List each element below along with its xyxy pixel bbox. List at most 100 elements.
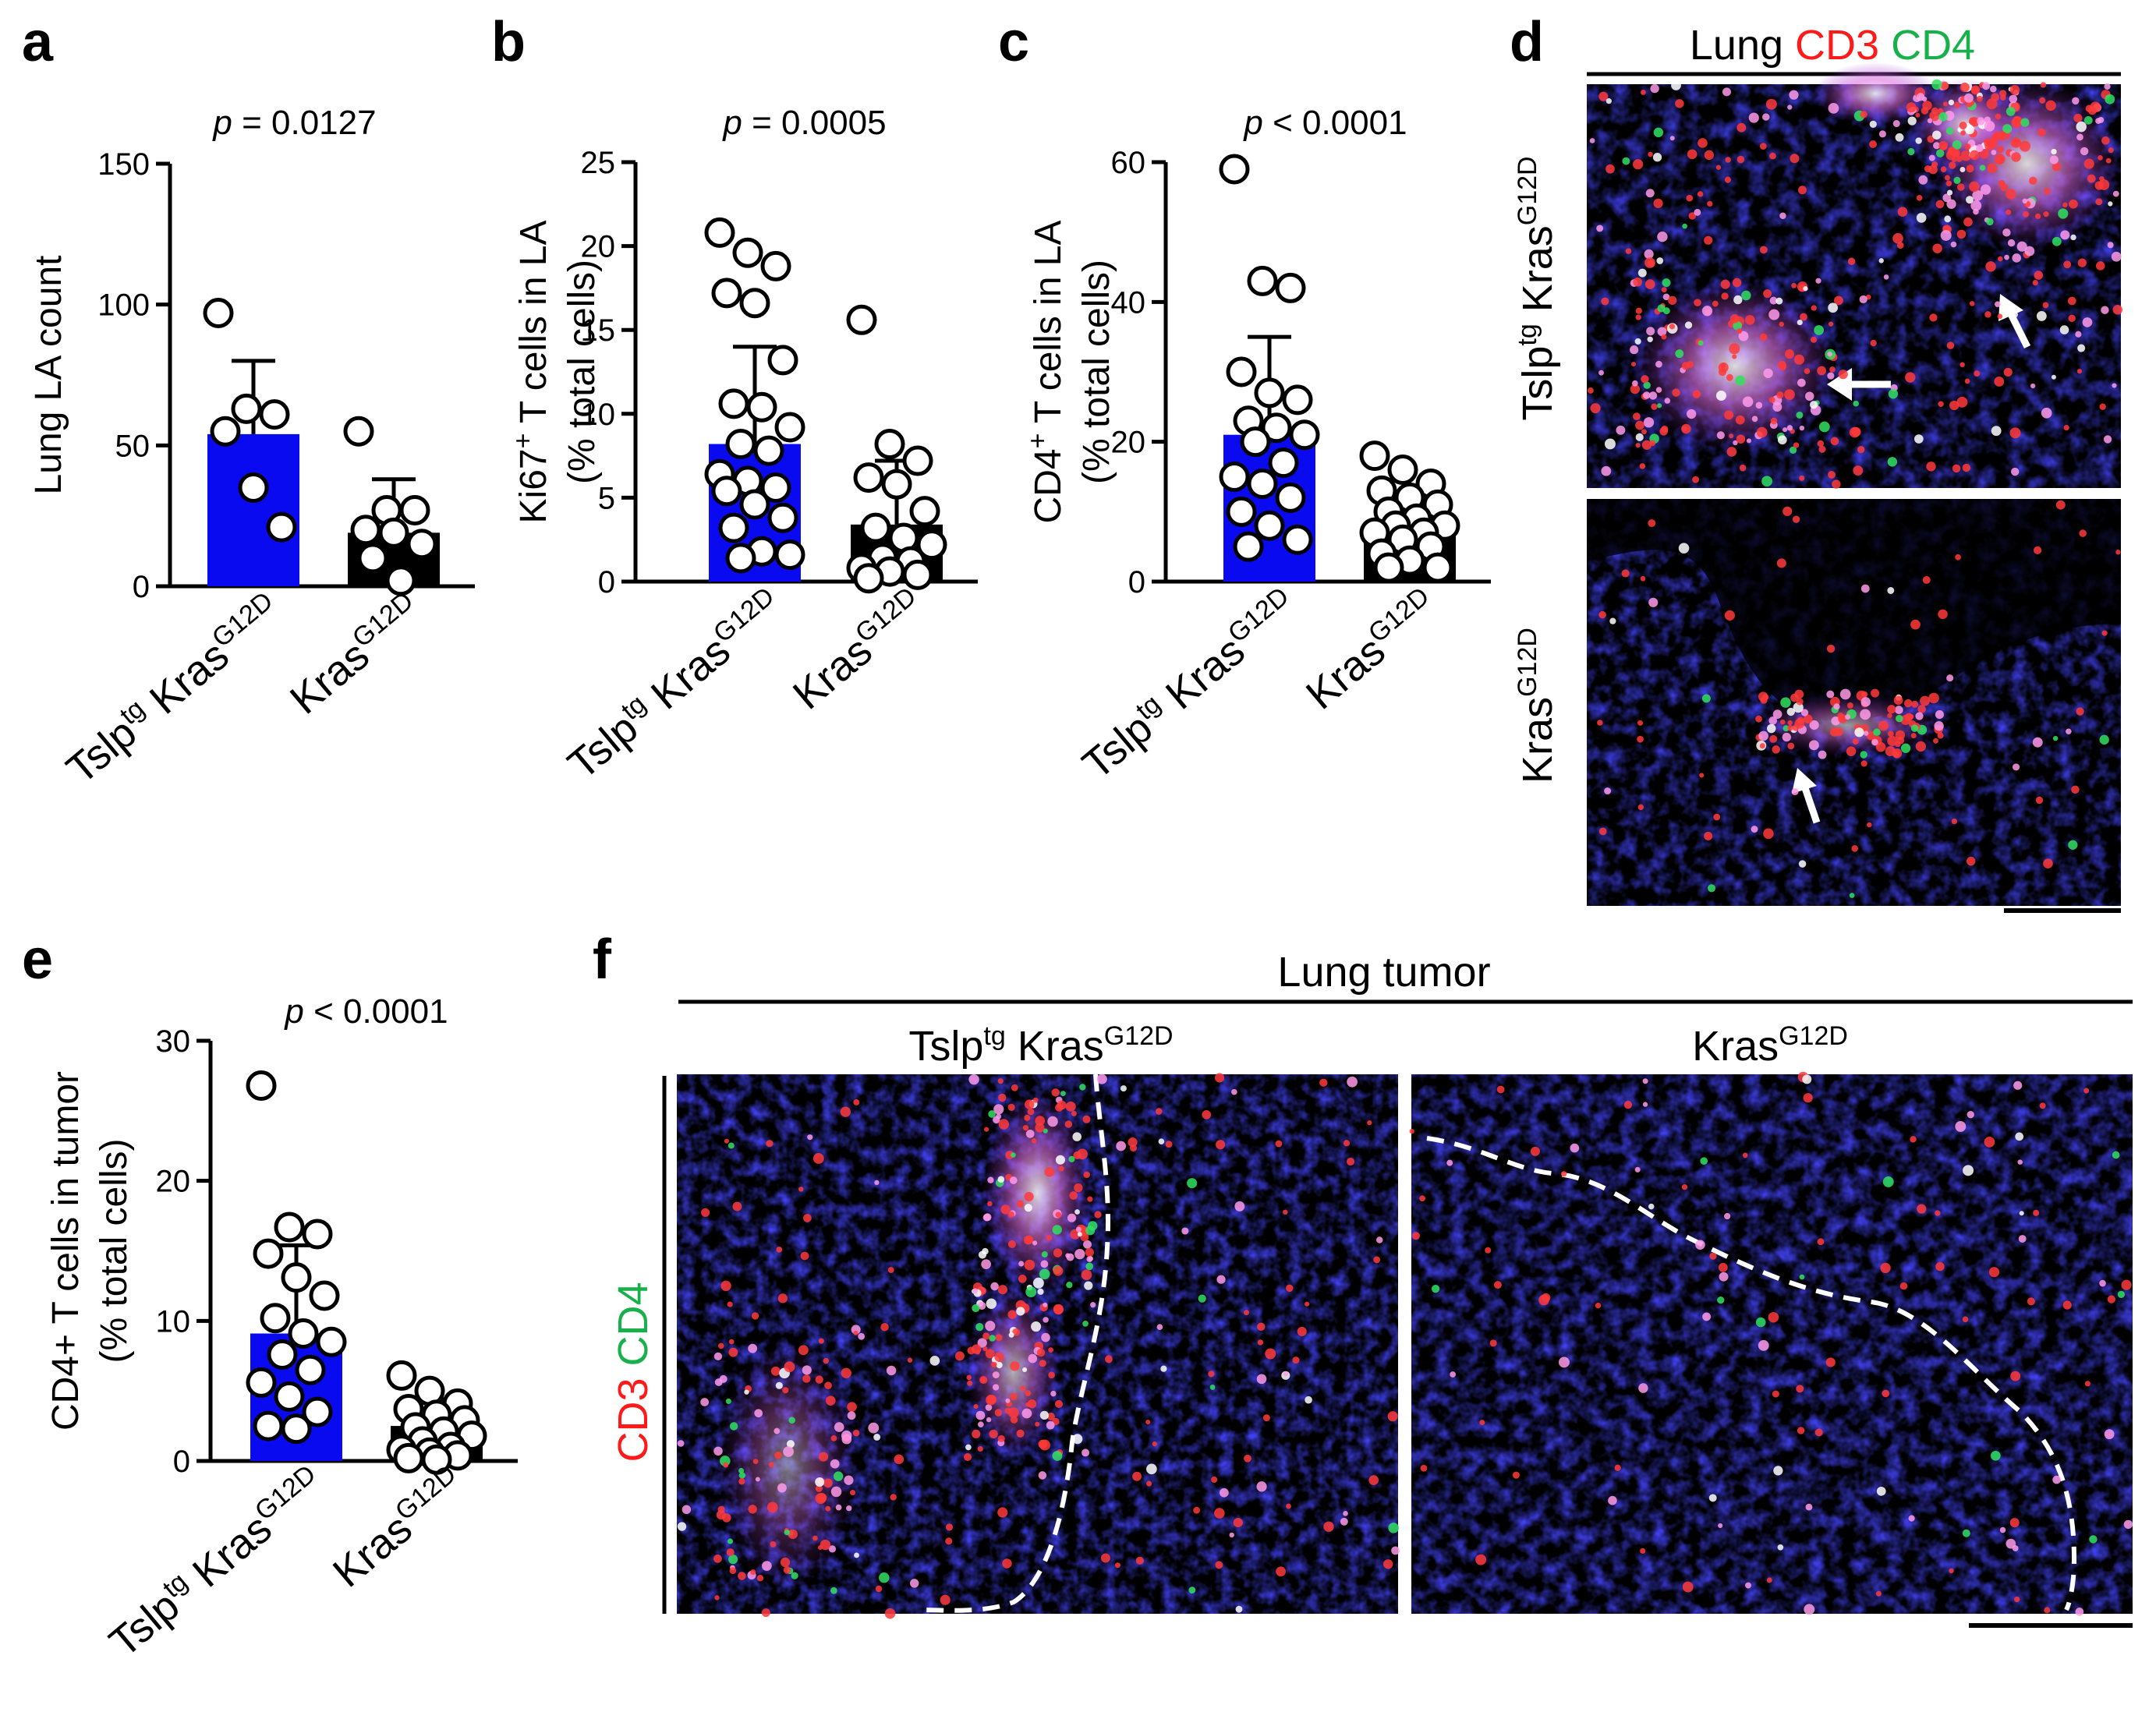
data-point xyxy=(274,1381,305,1412)
category-label: Tslptg KrasG12D xyxy=(100,1459,334,1667)
data-point xyxy=(281,1262,312,1293)
y-tick-label: 0 xyxy=(133,570,150,604)
data-point xyxy=(309,1280,340,1311)
data-point xyxy=(725,429,756,460)
data-point xyxy=(385,565,416,596)
data-point xyxy=(259,399,290,430)
y-tick-label: 20 xyxy=(156,1165,191,1199)
data-point xyxy=(1254,377,1285,409)
chart-e-cd4-t-cells-tumor: e 0 10 20 30 CD4+ T cells in tumor (% total ce… xyxy=(22,929,518,1666)
panel-letter: a xyxy=(22,11,54,73)
y-axis-label: CD4+ T cells in LA xyxy=(1023,221,1069,524)
y-tick-label: 10 xyxy=(581,398,616,432)
data-point xyxy=(711,476,742,507)
data-point xyxy=(1282,384,1313,416)
data-point xyxy=(1387,455,1418,486)
data-point xyxy=(266,511,297,543)
p-value-label: p = 0.0005 xyxy=(721,104,886,142)
data-point xyxy=(295,1354,326,1385)
data-point xyxy=(704,217,735,248)
data-point xyxy=(732,237,763,268)
data-point xyxy=(253,1410,284,1441)
data-point xyxy=(1289,419,1320,451)
data-point xyxy=(881,469,912,500)
panel-letter: e xyxy=(22,929,53,991)
y-tick-label: 20 xyxy=(1111,426,1146,460)
y-tick-label: 0 xyxy=(598,565,615,600)
data-point xyxy=(739,489,770,520)
data-point xyxy=(774,539,805,571)
data-point xyxy=(853,462,884,493)
data-point xyxy=(739,288,770,319)
data-point xyxy=(302,1219,333,1250)
data-point xyxy=(393,1442,424,1473)
bar xyxy=(207,433,299,586)
data-point xyxy=(316,1326,347,1357)
data-point xyxy=(902,445,933,476)
y-tick-label: 25 xyxy=(581,146,616,180)
data-point xyxy=(718,388,749,419)
data-point xyxy=(760,472,791,503)
y-tick-label: 50 xyxy=(115,429,150,463)
data-point xyxy=(1219,154,1250,185)
p-value-label: p < 0.0001 xyxy=(283,992,448,1031)
data-point xyxy=(260,1303,291,1334)
data-point xyxy=(357,543,388,574)
chart-b-ki67-t-cells: b 0 5 10 15 20 25 Ki67+ T cells in LA (% total c… xyxy=(491,11,978,788)
data-point xyxy=(274,1211,305,1243)
data-point xyxy=(1275,272,1306,303)
y-axis-label-line2: (% total cells) xyxy=(94,1138,135,1363)
data-point xyxy=(399,494,430,525)
data-point xyxy=(1247,265,1278,296)
p-value-label: p < 0.0001 xyxy=(1242,104,1407,142)
data-point xyxy=(860,512,891,543)
panel-letter: b xyxy=(491,11,526,73)
y-tick-label: 0 xyxy=(173,1445,190,1479)
data-point xyxy=(288,1318,319,1349)
data-point xyxy=(246,1367,277,1398)
data-point xyxy=(246,1070,277,1101)
data-point xyxy=(774,412,805,443)
category-label: KrasG12D xyxy=(784,582,934,719)
data-point xyxy=(1247,468,1278,499)
data-point xyxy=(343,416,374,447)
data-point xyxy=(231,393,262,424)
panel-letter: c xyxy=(998,11,1029,73)
data-point xyxy=(378,517,409,548)
data-point xyxy=(874,429,905,460)
category-label: KrasG12D xyxy=(1297,582,1447,719)
data-point xyxy=(1233,531,1264,562)
y-tick-label: 30 xyxy=(156,1024,191,1059)
data-point xyxy=(1254,510,1285,541)
data-point xyxy=(725,543,756,574)
data-point xyxy=(267,1339,298,1370)
category-label: KrasG12D xyxy=(281,586,431,723)
y-tick-label: 20 xyxy=(581,230,616,264)
y-tick-label: 0 xyxy=(1128,565,1145,600)
data-point xyxy=(1373,552,1404,583)
data-point xyxy=(406,529,437,560)
data-point xyxy=(1268,447,1299,479)
data-point xyxy=(1275,482,1306,513)
data-point xyxy=(1422,552,1453,583)
category-label: Tslptg KrasG12D xyxy=(57,586,291,794)
data-point xyxy=(302,1396,333,1427)
data-point xyxy=(1226,496,1257,527)
data-point xyxy=(238,472,269,504)
y-axis-label: CD4+ T cells in tumor xyxy=(45,1071,87,1431)
data-point xyxy=(253,1238,284,1269)
y-axis-label-line2: (% total cells) xyxy=(561,260,603,484)
data-point xyxy=(846,304,877,335)
data-point xyxy=(767,502,798,533)
y-tick-label: 60 xyxy=(1111,146,1146,180)
data-point xyxy=(718,512,749,543)
data-point xyxy=(902,559,933,590)
p-value-label: p = 0.0127 xyxy=(211,104,376,142)
y-tick-label: 100 xyxy=(97,288,150,323)
data-point xyxy=(1282,524,1313,555)
data-point xyxy=(1219,462,1250,492)
data-point xyxy=(753,435,784,466)
y-axis-label-line2: (% total cells) xyxy=(1076,260,1117,484)
y-axis-label: Ki67+ T cells in LA xyxy=(508,221,554,524)
